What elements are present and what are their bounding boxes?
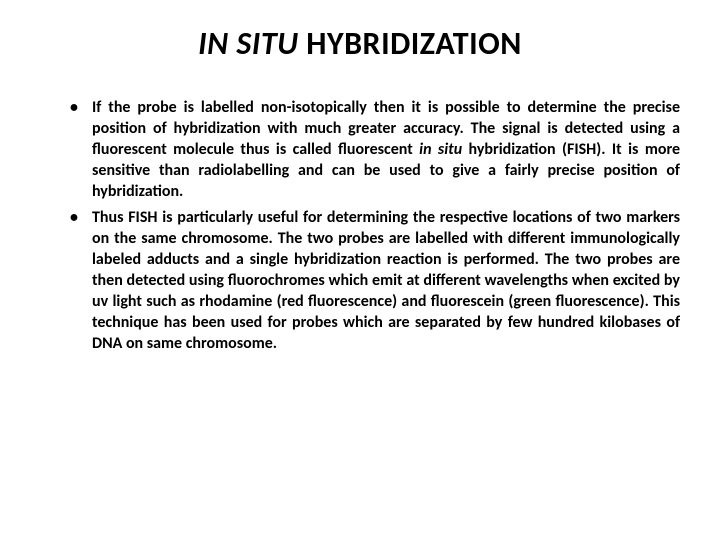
title-rest: HYBRIDIZATION	[299, 24, 522, 63]
slide: IN SITU HYBRIDIZATION If the probe is la…	[0, 0, 720, 540]
list-item: If the probe is labelled non-isotopicall…	[70, 97, 680, 203]
bullet-text-pre: Thus FISH is particularly useful for det…	[92, 208, 680, 354]
bullet-text-italic: in situ	[419, 140, 462, 159]
slide-title: IN SITU HYBRIDIZATION	[40, 24, 680, 63]
title-italic: IN SITU	[198, 24, 298, 63]
list-item: Thus FISH is particularly useful for det…	[70, 207, 680, 355]
bullet-list: If the probe is labelled non-isotopicall…	[40, 97, 680, 354]
